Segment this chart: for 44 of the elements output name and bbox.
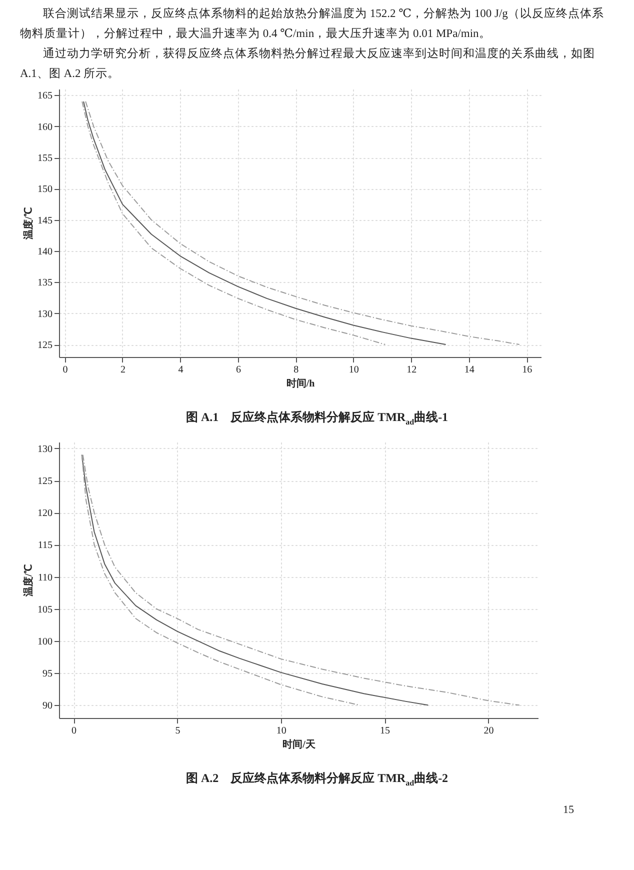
- x-tick-label: 16: [522, 364, 532, 376]
- y-tick-label: 100: [38, 636, 52, 648]
- x-tick-label: 12: [406, 364, 417, 376]
- x-tick-label: 0: [62, 364, 68, 376]
- y-tick-label: 130: [38, 308, 52, 320]
- y-tick-label: 145: [38, 215, 52, 226]
- y-axis-title: 温度/℃: [22, 208, 34, 240]
- y-tick-label: 160: [38, 122, 52, 133]
- text: 图 A.2 反应终点体系物料分解反应 TMR$_{ad}$曲线-2: [184, 770, 450, 790]
- x-tick-label: 8: [294, 364, 299, 376]
- y-tick-label: 105: [38, 604, 52, 616]
- y-tick-label: 125: [38, 476, 52, 488]
- y-tick-label: 165: [38, 90, 52, 102]
- y-tick-label: 110: [38, 572, 52, 584]
- text: 通过动力学研究分析，获得反应终点体系物料热分解过程最大反应速率到达时间和温度的关系曲线，如图 A.1、图 A.2 所示。: [20, 46, 596, 82]
- y-tick-label: 95: [42, 668, 52, 680]
- y-tick-label: 135: [38, 278, 52, 289]
- x-tick-label: 4: [178, 364, 184, 376]
- x-tick-label: 15: [380, 726, 390, 736]
- line-series: [85, 100, 520, 346]
- y-tick-label: 125: [38, 340, 52, 352]
- x-tick-label: 5: [175, 726, 180, 736]
- y-tick-label: 120: [38, 508, 52, 520]
- y-tick-label: 90: [42, 700, 52, 712]
- text: 图 A.1 反应终点体系物料分解反应 TMR$_{ad}$曲线-1: [184, 409, 450, 428]
- y-tick-label: 155: [38, 153, 52, 164]
- x-tick-label: 10: [276, 726, 286, 736]
- x-tick-label: 6: [236, 364, 241, 376]
- line-series: [83, 100, 446, 346]
- x-axis-title: 时间/天: [282, 738, 316, 750]
- x-tick-label: 10: [348, 364, 359, 376]
- x-axis-title: 时间/h: [286, 378, 316, 390]
- y-tick-label: 150: [38, 184, 52, 196]
- text: 15: [562, 804, 575, 816]
- text: 联合测试结果显示，反应终点体系物料的起始放热分解温度为 152.2 ℃，分解热为 100 J/g（以反应终点体系物料质量计），分解过程中，最大温升速率为 0.4 ℃/min，最大压升速率为 0.01 MPa/min。: [20, 6, 605, 42]
- x-tick-label: 2: [120, 364, 126, 376]
- x-tick-label: 20: [484, 726, 494, 736]
- y-tick-label: 140: [38, 246, 52, 258]
- x-tick-label: 0: [72, 726, 77, 736]
- y-tick-label: 115: [38, 540, 52, 552]
- line-series: [82, 100, 386, 346]
- y-tick-label: 130: [38, 444, 52, 455]
- x-tick-label: 14: [464, 364, 474, 376]
- y-axis-title: 温度/℃: [22, 564, 34, 598]
